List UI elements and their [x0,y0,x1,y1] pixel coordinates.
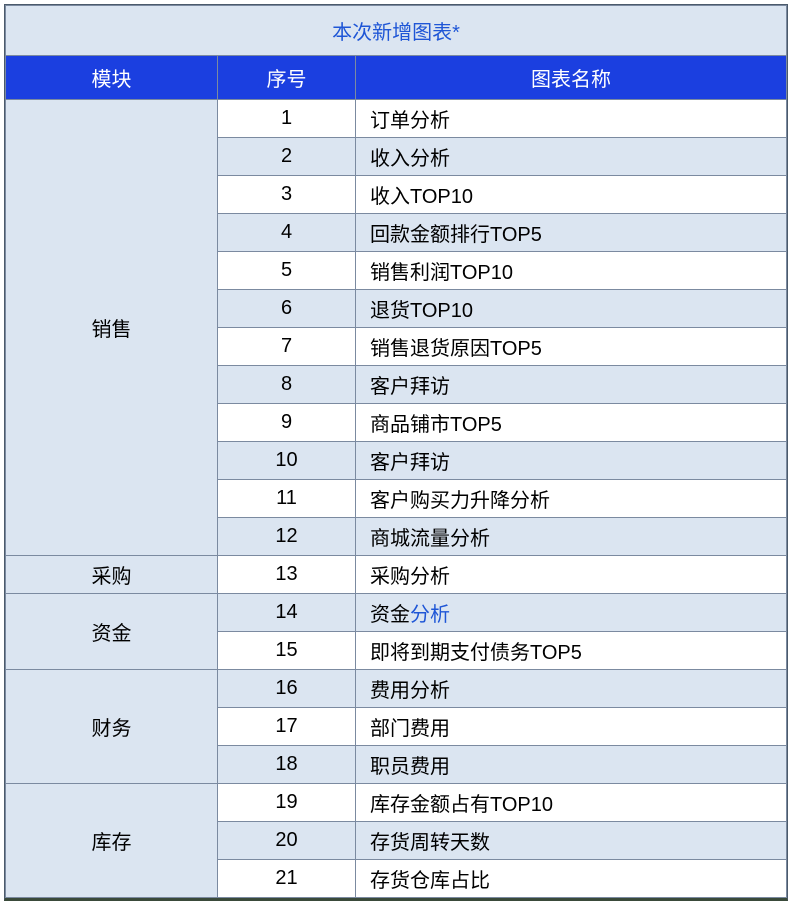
name-cell: 订单分析 [356,100,787,138]
name-cell: 收入分析 [356,138,787,176]
charts-table-container: 本次新增图表* 模块 序号 图表名称 销售1订单分析2收入分析3收入TOP104… [4,4,788,901]
table-caption-row: 本次新增图表* [6,6,787,56]
seq-cell: 7 [218,328,356,366]
seq-cell: 21 [218,860,356,898]
name-cell: 库存金额占有TOP10 [356,784,787,822]
name-link-part[interactable]: 分析 [410,604,450,626]
seq-cell: 16 [218,670,356,708]
name-cell: 客户购买力升降分析 [356,480,787,518]
name-cell: 销售退货原因TOP5 [356,328,787,366]
seq-cell: 11 [218,480,356,518]
table-row: 采购13采购分析 [6,556,787,594]
table-row: 销售1订单分析 [6,100,787,138]
name-cell: 存货周转天数 [356,822,787,860]
name-cell: 退货TOP10 [356,290,787,328]
table-header-row: 模块 序号 图表名称 [6,56,787,100]
seq-cell: 4 [218,214,356,252]
seq-cell: 13 [218,556,356,594]
name-cell: 回款金额排行TOP5 [356,214,787,252]
seq-cell: 12 [218,518,356,556]
name-cell: 商城流量分析 [356,518,787,556]
table-row: 财务16费用分析 [6,670,787,708]
name-cell: 职员费用 [356,746,787,784]
seq-cell: 20 [218,822,356,860]
name-cell: 部门费用 [356,708,787,746]
module-cell: 销售 [6,100,218,556]
name-cell: 资金分析 [356,594,787,632]
seq-cell: 5 [218,252,356,290]
name-cell: 客户拜访 [356,442,787,480]
seq-cell: 15 [218,632,356,670]
name-cell: 商品铺市TOP5 [356,404,787,442]
seq-cell: 8 [218,366,356,404]
seq-cell: 14 [218,594,356,632]
header-module: 模块 [6,56,218,100]
name-cell: 即将到期支付债务TOP5 [356,632,787,670]
table-row: 资金 14资金分析 [6,594,787,632]
module-cell: 库存 [6,784,218,898]
name-cell: 客户拜访 [356,366,787,404]
module-cell: 采购 [6,556,218,594]
seq-cell: 18 [218,746,356,784]
name-text-part: 资金 [370,604,410,626]
seq-cell: 1 [218,100,356,138]
charts-table: 本次新增图表* 模块 序号 图表名称 销售1订单分析2收入分析3收入TOP104… [5,5,787,898]
table-body: 销售1订单分析2收入分析3收入TOP104回款金额排行TOP55销售利润TOP1… [6,100,787,898]
module-cell: 资金 [6,594,218,670]
seq-cell: 9 [218,404,356,442]
name-cell: 收入TOP10 [356,176,787,214]
name-cell: 销售利润TOP10 [356,252,787,290]
seq-cell: 2 [218,138,356,176]
name-cell: 存货仓库占比 [356,860,787,898]
header-name: 图表名称 [356,56,787,100]
seq-cell: 17 [218,708,356,746]
seq-cell: 19 [218,784,356,822]
seq-cell: 3 [218,176,356,214]
header-seq: 序号 [218,56,356,100]
name-cell: 采购分析 [356,556,787,594]
table-row: 库存19库存金额占有TOP10 [6,784,787,822]
seq-cell: 10 [218,442,356,480]
name-cell: 费用分析 [356,670,787,708]
seq-cell: 6 [218,290,356,328]
module-cell: 财务 [6,670,218,784]
table-caption: 本次新增图表* [6,6,787,56]
